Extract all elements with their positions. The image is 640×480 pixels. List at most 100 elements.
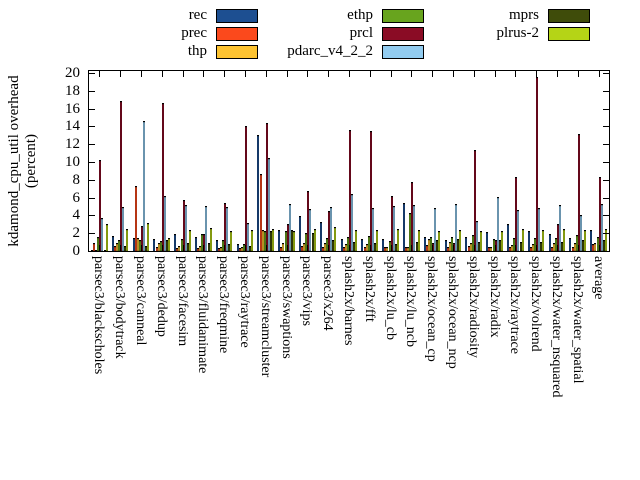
bar-thp (220, 247, 222, 251)
bar-thp (428, 239, 430, 251)
bar-thp (574, 243, 576, 251)
bar-rec (465, 237, 467, 251)
bar-prcl (536, 77, 538, 251)
bar-plrus-2 (334, 227, 336, 251)
bar-plrus-2 (147, 223, 149, 251)
bar-mprs (166, 240, 168, 251)
legend-column: mprs plrus-2 (448, 8, 590, 41)
y-tick-mark (89, 91, 95, 92)
x-tick-mark (370, 71, 371, 77)
y-tick-mark (89, 180, 95, 181)
bar-pdarc_v4_2_2 (289, 204, 291, 251)
y-tick-mark (603, 233, 609, 234)
x-tick-mark (120, 71, 121, 77)
bar-plrus-2 (355, 230, 357, 251)
bar-rec (278, 230, 280, 251)
bar-prcl (224, 203, 226, 251)
x-tick-mark (411, 71, 412, 77)
bar-prec (301, 246, 303, 251)
y-axis-title-line1: kdamond_cpu_util overhead (6, 75, 22, 247)
bar-plrus-2 (376, 230, 378, 251)
bar-prec (530, 247, 532, 251)
x-tick-mark (370, 245, 371, 251)
x-tick-mark (578, 71, 579, 77)
y-axis-title-line2: (percent) (23, 133, 39, 189)
bar-plrus-2 (480, 231, 482, 251)
bar-mprs (353, 242, 355, 251)
bar-plrus-2 (293, 231, 295, 251)
bar-mprs (187, 243, 189, 251)
bar-prcl (599, 177, 601, 251)
bar-prec (572, 247, 574, 251)
bar-prcl (578, 134, 580, 251)
bar-ethp (409, 213, 411, 251)
x-tick-mark (224, 245, 225, 251)
x-tick-label: splash2x/radiosity (466, 256, 481, 358)
bar-ethp (534, 238, 536, 251)
bar-pdarc_v4_2_2 (434, 208, 436, 251)
bar-rec (507, 224, 509, 251)
x-tick-mark (307, 245, 308, 251)
bar-thp (158, 243, 160, 251)
bar-rec (91, 250, 93, 251)
bar-prec (468, 246, 470, 251)
x-tick-mark (307, 71, 308, 77)
bar-ethp (493, 239, 495, 251)
x-tick-label: splash2x/ocean_cp (424, 256, 439, 362)
bar-rec (237, 244, 239, 251)
bar-prec (135, 186, 137, 251)
bar-prec (114, 246, 116, 251)
bar-rec (361, 239, 363, 251)
bar-thp (262, 230, 264, 251)
y-tick-label: 14 (65, 118, 80, 134)
x-tick-mark (141, 71, 142, 77)
bar-prcl (141, 226, 143, 251)
bar-ethp (451, 237, 453, 251)
x-tick-mark (557, 245, 558, 251)
bar-thp (366, 244, 368, 251)
bar-rec (341, 239, 343, 251)
bar-prec (280, 247, 282, 251)
x-tick-label: splash2x/fft (362, 256, 377, 322)
y-tick-mark (89, 144, 95, 145)
bar-thp (386, 247, 388, 251)
bar-plrus-2 (397, 229, 399, 251)
x-tick-label: parsec3/raytrace (237, 256, 252, 348)
y-tick-mark (89, 215, 95, 216)
bar-mprs (540, 242, 542, 251)
legend-entry: prcl (248, 26, 424, 41)
y-tick-mark (89, 109, 95, 110)
bar-mprs (561, 242, 563, 251)
bar-thp (490, 247, 492, 251)
bar-plrus-2 (459, 230, 461, 251)
y-tick-label: 6 (72, 190, 81, 206)
bar-mprs (520, 242, 522, 251)
bar-thp (116, 243, 118, 251)
y-tick-mark (603, 109, 609, 110)
legend-label: prcl (349, 25, 373, 41)
bar-mprs (332, 240, 334, 251)
bar-ethp (368, 236, 370, 251)
bar-pdarc_v4_2_2 (330, 207, 332, 251)
y-tick-mark (603, 180, 609, 181)
bar-ethp (347, 237, 349, 251)
bar-thp (532, 244, 534, 251)
bar-prcl (411, 182, 413, 251)
bar-prec (447, 247, 449, 251)
legend-label: mprs (509, 7, 539, 23)
x-tick-mark (349, 71, 350, 77)
bar-prec (156, 247, 158, 251)
x-tick-label: parsec3/streamcluster (258, 256, 273, 378)
bar-rec (195, 237, 197, 251)
legend-column: ethp prcl pdarc_v4_2_2 (248, 8, 424, 59)
bar-pdarc_v4_2_2 (580, 215, 582, 251)
bar-plrus-2 (584, 230, 586, 251)
y-tick-mark (89, 162, 95, 163)
y-tick-mark (603, 126, 609, 127)
bar-prec (176, 248, 178, 251)
bar-prec (343, 247, 345, 251)
bar-rec (153, 239, 155, 251)
bar-prec (239, 248, 241, 251)
x-tick-mark (183, 71, 184, 77)
legend-label: pdarc_v4_2_2 (287, 43, 373, 59)
